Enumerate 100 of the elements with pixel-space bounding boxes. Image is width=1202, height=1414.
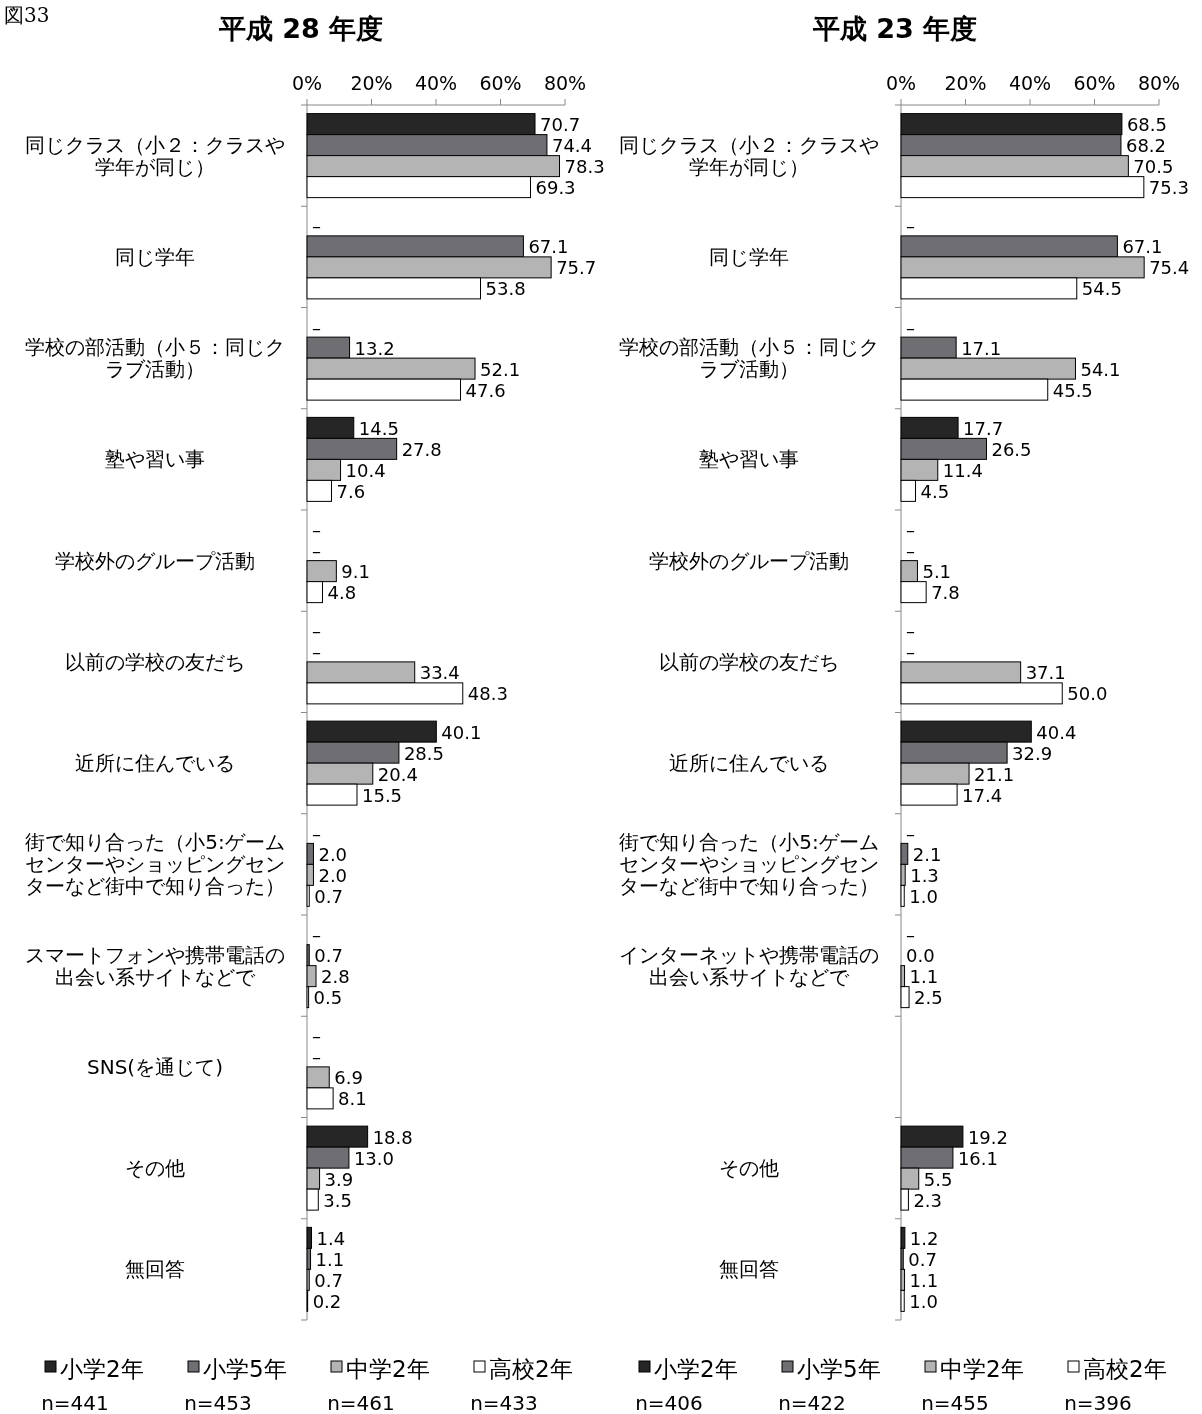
data-label: 7.8	[931, 582, 960, 604]
y-tick-label: その他	[125, 1156, 185, 1181]
data-label: 0.7	[908, 1248, 937, 1270]
data-label: 2.1	[912, 843, 942, 865]
text: n=422	[778, 1391, 846, 1414]
data-label: 54.5	[1081, 278, 1122, 300]
legend-label: 小学5年	[203, 1356, 287, 1382]
data-label: 47.6	[465, 379, 506, 401]
text: n=453	[184, 1391, 252, 1414]
text: –	[312, 641, 321, 663]
x-tick-label: 60%	[479, 72, 522, 94]
data-label: 0.5	[313, 987, 343, 1009]
y-tick-label: 同じクラス（小２：クラスや学年が同じ）	[25, 132, 285, 179]
data-label: 13.0	[353, 1147, 394, 1169]
data-label: 0.2	[312, 1290, 342, 1312]
data-label: 17.1	[961, 337, 1002, 359]
data-label: 40.1	[441, 721, 482, 743]
data-label: 54.1	[1080, 358, 1121, 380]
data-label: 75.7	[556, 257, 597, 279]
data-label: 17.4	[962, 784, 1003, 806]
data-label: 0.0	[906, 945, 935, 967]
data-label: 75.3	[1148, 177, 1189, 199]
data-label: 7.6	[336, 480, 366, 502]
data-label: 11.4	[942, 459, 983, 481]
data-label: 45.5	[1052, 379, 1093, 401]
legend-label: 中学2年	[940, 1356, 1024, 1382]
data-label: 1.1	[909, 1269, 939, 1291]
data-label: 10.4	[345, 459, 386, 481]
text: –	[312, 519, 321, 541]
x-tick-label: 20%	[944, 72, 987, 94]
text: –	[906, 822, 915, 844]
data-label: 9.1	[341, 561, 370, 583]
y-tick-label: 同じ学年	[115, 244, 195, 269]
data-label: 2.0	[318, 843, 348, 865]
y-tick-label: 学校の部活動（小５：同じクラブ活動）	[619, 335, 879, 382]
data-label: 68.2	[1125, 135, 1167, 157]
x-tick-label: 80%	[1137, 72, 1181, 94]
x-tick-label: 40%	[414, 72, 458, 94]
text: –	[312, 924, 321, 946]
x-tick-label: 40%	[1008, 72, 1052, 94]
x-tick-label: 60%	[1073, 72, 1116, 94]
y-tick-label: 学校外のグループ活動	[649, 548, 849, 573]
data-label: 1.1	[909, 966, 939, 988]
x-tick-label: 20%	[350, 72, 393, 94]
text: 図33	[4, 3, 50, 27]
y-tick-label: その他	[719, 1156, 779, 1181]
data-label: 0.7	[314, 1269, 343, 1291]
data-label: 78.3	[564, 156, 605, 178]
data-label: 14.5	[358, 417, 399, 439]
data-label: 69.3	[535, 177, 576, 199]
y-tick-label: 近所に住んでいる	[669, 751, 829, 776]
data-label: 70.7	[540, 114, 581, 136]
data-label: 53.8	[485, 278, 526, 300]
data-label: 4.5	[920, 480, 950, 502]
chart-title: 平成 23 年度	[811, 13, 978, 44]
data-label: 0.7	[314, 945, 343, 967]
data-label: 26.5	[991, 438, 1032, 460]
data-label: 2.0	[318, 864, 348, 886]
x-tick-label: 0%	[885, 72, 917, 94]
data-label: 2.8	[321, 966, 350, 988]
text: –	[312, 316, 321, 338]
chart-title: 平成 28 年度	[217, 13, 384, 44]
data-label: 19.2	[967, 1126, 1008, 1148]
data-label: 1.0	[909, 885, 938, 907]
y-tick-label: スマートフォンや携帯電話の出会い系サイトなどで	[25, 942, 285, 989]
text: n=433	[470, 1391, 538, 1414]
data-label: 74.4	[551, 135, 593, 157]
data-label: 1.4	[316, 1227, 346, 1249]
data-label: 68.5	[1126, 114, 1167, 136]
text: –	[312, 540, 321, 562]
data-label: 20.4	[377, 763, 418, 785]
legend-label: 小学2年	[654, 1356, 738, 1382]
y-tick-label: SNS(を通じて)	[87, 1054, 223, 1079]
text: –	[906, 620, 915, 642]
data-label: 1.1	[315, 1248, 345, 1270]
y-tick-label: 以前の学校の友だち	[659, 649, 839, 674]
text: n=455	[921, 1391, 989, 1414]
text: –	[906, 641, 915, 663]
data-label: 17.7	[963, 417, 1004, 439]
data-label: 13.2	[354, 337, 395, 359]
text: –	[312, 620, 321, 642]
data-label: 70.5	[1133, 156, 1174, 178]
data-label: 5.1	[922, 561, 952, 583]
y-tick-label: 学校の部活動（小５：同じクラブ活動）	[25, 335, 285, 382]
data-label: 28.5	[403, 742, 444, 764]
x-tick-label: 0%	[291, 72, 323, 94]
y-tick-label: 以前の学校の友だち	[65, 649, 245, 674]
data-label: 33.4	[419, 662, 460, 684]
y-tick-label: 街で知り合った（小5:ゲームセンターやショッピングセンターなど街中で知り合った）	[619, 830, 879, 899]
data-label: 3.9	[324, 1168, 354, 1190]
data-label: 50.0	[1067, 683, 1108, 705]
data-label: 4.8	[327, 582, 357, 604]
text: –	[312, 822, 321, 844]
data-label: 67.1	[1122, 236, 1163, 258]
y-tick-label: インターネットや携帯電話の出会い系サイトなどで	[619, 942, 879, 989]
y-tick-label: 近所に住んでいる	[75, 751, 235, 776]
data-label: 40.4	[1036, 721, 1077, 743]
text: –	[312, 1046, 321, 1068]
data-label: 27.8	[401, 438, 442, 460]
data-label: 52.1	[480, 358, 521, 380]
